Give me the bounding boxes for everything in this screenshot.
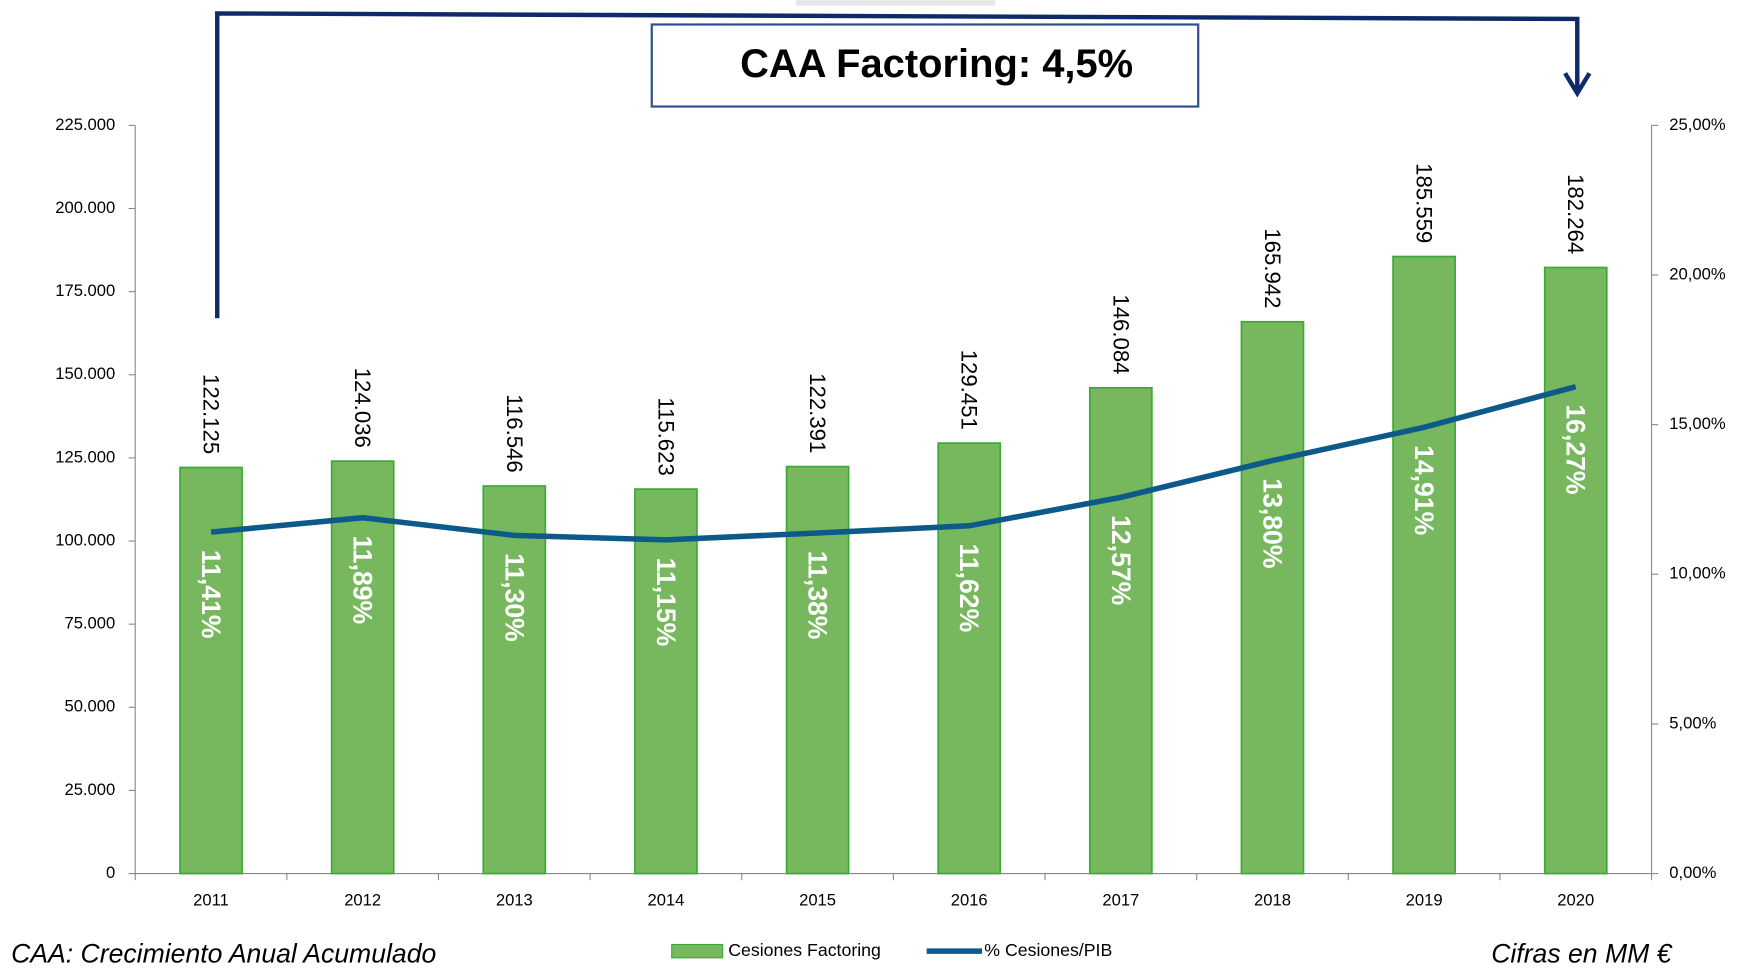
line bbox=[210, 383, 1577, 543]
y2-tick-label: 20,00% bbox=[1669, 264, 1726, 283]
bracket-arrow bbox=[215, 11, 1580, 319]
legend-label: Cesiones Factoring bbox=[728, 940, 881, 960]
bar bbox=[1240, 320, 1305, 875]
value-label: 129.451 bbox=[957, 350, 982, 430]
x-tick-label: 2013 bbox=[496, 891, 533, 910]
legend-label: % Cesiones/PIB bbox=[984, 940, 1112, 960]
value-label: 182.264 bbox=[1563, 174, 1588, 254]
y-tick-label: 200.000 bbox=[55, 198, 115, 217]
y2-tick-label: 5,00% bbox=[1669, 713, 1716, 732]
value-label: 16,27% bbox=[1561, 404, 1591, 494]
value-label: 115.623 bbox=[653, 397, 678, 475]
y-tick-label: 175.000 bbox=[55, 281, 115, 300]
bar bbox=[330, 460, 395, 875]
decoration bbox=[795, 0, 996, 6]
y-tick-label: 150.000 bbox=[55, 364, 115, 383]
y-tick-label: 125.000 bbox=[55, 447, 115, 466]
annotation-box bbox=[650, 23, 1200, 108]
value-label: 124.036 bbox=[350, 368, 375, 448]
value-label: 12,57% bbox=[1106, 515, 1136, 605]
x-tick-label: 2019 bbox=[1406, 891, 1443, 910]
value-label: 11,15% bbox=[651, 558, 681, 647]
value-label: 165.942 bbox=[1260, 228, 1285, 308]
bar bbox=[179, 466, 243, 875]
y-tick-label: 25.000 bbox=[64, 780, 115, 799]
x-tick-label: 2020 bbox=[1557, 891, 1594, 910]
value-label: 11,41% bbox=[196, 550, 226, 639]
value-label: 11,38% bbox=[803, 551, 833, 640]
value-label: 146.084 bbox=[1108, 294, 1133, 374]
y2-tick-label: 10,00% bbox=[1669, 564, 1726, 583]
note: CAA: Crecimiento Anual Acumulado bbox=[11, 939, 436, 969]
value-label: 14,91% bbox=[1409, 445, 1439, 535]
value-label: 116.546 bbox=[502, 394, 527, 472]
y-tick-label: 50.000 bbox=[64, 697, 115, 716]
y2-tick-label: 0,00% bbox=[1669, 863, 1716, 882]
y-tick-label: 75.000 bbox=[64, 614, 115, 633]
bar bbox=[785, 465, 850, 875]
arrow-head bbox=[1563, 72, 1592, 98]
note: Cifras en MM € bbox=[1491, 939, 1672, 969]
y2-tick-label: 15,00% bbox=[1669, 414, 1726, 433]
x-tick-label: 2017 bbox=[1102, 891, 1139, 910]
x-tick-label: 2011 bbox=[193, 891, 229, 910]
y-tick-label: 0 bbox=[106, 863, 115, 882]
x-tick-label: 2012 bbox=[344, 891, 381, 910]
value-label: 11,89% bbox=[348, 535, 378, 624]
bar bbox=[634, 488, 698, 875]
bar bbox=[937, 442, 1002, 875]
x-tick-label: 2014 bbox=[647, 891, 684, 910]
x-tick-label: 2016 bbox=[951, 891, 988, 910]
value-label: 11,62% bbox=[954, 544, 984, 633]
value-label: 13,80% bbox=[1257, 478, 1287, 568]
annotation: CAA Factoring: 4,5% bbox=[740, 42, 1133, 86]
bar bbox=[1392, 255, 1456, 875]
bar bbox=[1088, 386, 1153, 875]
value-label: 11,30% bbox=[499, 553, 529, 642]
value-label: 122.391 bbox=[805, 373, 830, 453]
y-tick-label: 225.000 bbox=[55, 115, 115, 134]
x-tick-label: 2018 bbox=[1254, 891, 1291, 910]
x-tick-label: 2015 bbox=[799, 891, 836, 910]
value-label: 185.559 bbox=[1412, 163, 1437, 243]
bar bbox=[482, 485, 547, 875]
y2-tick-label: 25,00% bbox=[1669, 115, 1726, 134]
value-label: 122.125 bbox=[199, 374, 224, 454]
bar bbox=[1543, 266, 1608, 875]
legend-swatch bbox=[671, 943, 724, 959]
y-tick-label: 100.000 bbox=[55, 530, 115, 549]
